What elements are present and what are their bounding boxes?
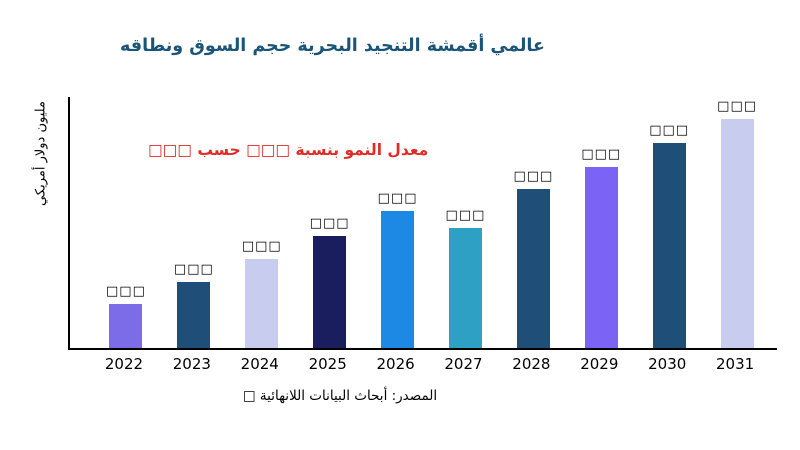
bar-value-label: □□□ (513, 169, 554, 184)
x-tick-2027: 2027 (444, 355, 483, 373)
bar-value-label: □□□ (445, 208, 486, 223)
x-tick-2028: 2028 (512, 355, 551, 373)
x-tick-2029: 2029 (580, 355, 619, 373)
bars-container: □□□ □□□ □□□ □□□ □□□ □□□ □□□ □□□ □□□ □□□ (70, 97, 777, 348)
bar-2024 (245, 259, 279, 348)
x-tick-2023: 2023 (172, 355, 211, 373)
bar-column-2022: □□□ (92, 284, 160, 348)
bar-column-2031: □□□ (703, 99, 771, 348)
bar-value-label: □□□ (377, 191, 418, 206)
x-axis-ticks: 2022 2023 2024 2025 2026 2027 2028 2029 2030 2031 (68, 355, 775, 373)
growth-rate-annotation: معدل النمو بنسبة □□□ حسب □□□ (148, 141, 429, 159)
bar-2025 (313, 236, 347, 348)
bar-2022 (109, 304, 143, 348)
bar-value-label: □□□ (173, 262, 214, 277)
bar-column-2023: □□□ (160, 262, 228, 348)
chart-title: عالمي أقمشة التنجيد البحرية حجم السوق ون… (120, 36, 545, 56)
bar-value-label: □□□ (309, 216, 350, 231)
bar-value-label: □□□ (717, 99, 758, 114)
x-tick-2022: 2022 (104, 355, 144, 373)
bar-column-2030: □□□ (635, 123, 703, 348)
bar-column-2026: □□□ (364, 191, 432, 348)
bar-column-2025: □□□ (296, 216, 364, 348)
bar-column-2028: □□□ (499, 169, 567, 348)
bar-2027 (448, 228, 482, 348)
bar-2030 (652, 143, 686, 348)
bar-value-label: □□□ (106, 284, 146, 299)
bar-2029 (584, 167, 618, 348)
x-tick-2025: 2025 (308, 355, 347, 373)
bar-2026 (381, 211, 415, 348)
x-tick-2024: 2024 (240, 355, 279, 373)
bar-value-label: □□□ (241, 239, 282, 254)
plot-area: معدل النمو بنسبة □□□ حسب □□□ □□□ □□□ □□□ □□… (68, 97, 777, 350)
x-tick-2030: 2030 (648, 355, 687, 373)
source-caption: المصدر: أبحاث البيانات اللانهائية □ (242, 388, 438, 404)
bar-column-2024: □□□ (228, 239, 296, 348)
bar-column-2027: □□□ (432, 208, 500, 348)
y-axis-label: مليون دولار أمريكي (33, 101, 49, 206)
bar-value-label: □□□ (649, 123, 690, 138)
bar-2023 (177, 282, 211, 348)
bar-2028 (516, 189, 550, 348)
bar-column-2029: □□□ (567, 147, 635, 348)
bar-value-label: □□□ (581, 147, 622, 162)
x-tick-2031: 2031 (716, 355, 755, 373)
x-tick-2026: 2026 (376, 355, 415, 373)
bar-2031 (720, 119, 754, 348)
